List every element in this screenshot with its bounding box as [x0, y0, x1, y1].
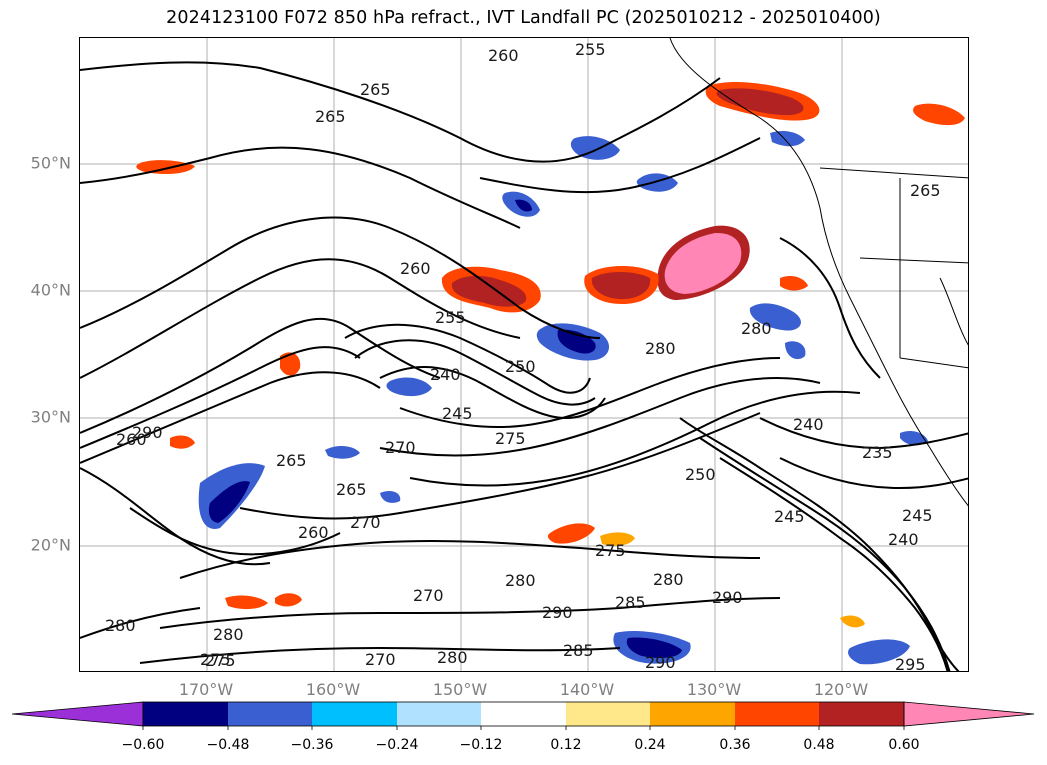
contour-label: 250	[505, 357, 536, 376]
contour-label: 280	[213, 625, 244, 644]
colorbar-tick-label: 0.48	[803, 737, 835, 753]
colorbar-segment	[650, 702, 735, 726]
contour-label: 265	[360, 80, 391, 99]
colorbar-tick-label: 0.12	[550, 737, 582, 753]
contour-label: 265	[910, 181, 941, 200]
colorbar-tick-label: −0.60	[121, 737, 165, 753]
contour-lines	[80, 61, 968, 671]
map-canvas: 260 255 265 265 260 255 240 250 245 270 …	[80, 38, 968, 672]
lon-label-160w: 160°W	[305, 680, 361, 699]
contour-label: 275	[200, 650, 231, 669]
contour-label: 290	[712, 588, 743, 607]
colorbar-segment	[735, 702, 819, 726]
contour-label: 280	[653, 570, 684, 589]
colorbar-segment	[228, 702, 312, 726]
contour-label: 275	[595, 541, 626, 560]
contour-label: 240	[888, 530, 919, 549]
contour-label: 255	[575, 40, 606, 59]
contour-label: 280	[437, 648, 468, 667]
contour-label: 260	[116, 430, 147, 449]
lon-label-170w: 170°W	[178, 680, 234, 699]
contour-label: 265	[276, 451, 307, 470]
colorbar-segment	[143, 702, 228, 726]
lat-label-50n: 50°N	[30, 153, 71, 173]
contour-label: 245	[774, 507, 805, 526]
contour-label: 275	[205, 651, 236, 670]
colorbar-segment-min	[11, 701, 144, 727]
shaded-anomalies	[136, 82, 965, 665]
contour-label: 265	[336, 480, 367, 499]
contour-label: 235	[862, 443, 893, 462]
map-panel: 260 255 265 265 260 255 240 250 245 270 …	[79, 37, 969, 672]
contour-label: 280	[741, 319, 772, 338]
contour-label: 270	[350, 513, 381, 532]
contour-label: 255	[435, 308, 466, 327]
contour-label: 270	[385, 438, 416, 457]
colorbar-segment	[819, 702, 904, 726]
lon-label-150w: 150°W	[432, 680, 488, 699]
contour-label: 285	[615, 593, 646, 612]
colorbar-segment	[566, 702, 650, 726]
contour-label: 260	[400, 259, 431, 278]
colorbar	[11, 701, 1035, 730]
contour-labels: 260 255 265 265 260 255 240 250 245 270 …	[105, 40, 941, 672]
contour-label: 245	[902, 506, 933, 525]
contour-label: 280	[105, 616, 136, 635]
colorbar-tick-label: −0.24	[375, 737, 419, 753]
contour-label: 285	[563, 641, 594, 660]
contour-label: 260	[488, 46, 519, 65]
contour-label: 240	[793, 415, 824, 434]
contour-label: 275	[495, 429, 526, 448]
colorbar-segment	[312, 702, 397, 726]
contour-label: 295	[895, 655, 926, 672]
contour-label: 290	[542, 603, 573, 622]
contour-label: 250	[685, 465, 716, 484]
lon-label-120w: 120°W	[813, 680, 869, 699]
contour-label: 270	[365, 650, 396, 669]
contour-label: 290	[645, 653, 676, 672]
colorbar-tick-label: 0.36	[719, 737, 751, 753]
lon-label-140w: 140°W	[559, 680, 615, 699]
graticule	[80, 38, 968, 671]
colorbar-tick-label: 0.24	[634, 737, 666, 753]
colorbar-segment	[481, 702, 566, 726]
contour-label: 260	[298, 523, 329, 542]
lat-label-30n: 30°N	[30, 407, 71, 427]
colorbar-segment	[397, 702, 481, 726]
contour-label: 245	[442, 404, 473, 423]
contour-label: 290	[132, 423, 163, 442]
colorbar-tick-label: −0.48	[206, 737, 250, 753]
contour-label: 280	[645, 339, 676, 358]
colorbar-segment-max	[903, 701, 1035, 727]
colorbar-tick-label: 0.60	[888, 737, 920, 753]
map-title: 2024123100 F072 850 hPa refract., IVT La…	[166, 8, 881, 28]
contour-label: 265	[315, 107, 346, 126]
lon-label-130w: 130°W	[686, 680, 742, 699]
contour-label: 240	[430, 365, 461, 384]
contour-label: 270	[413, 586, 444, 605]
colorbar-tick-label: −0.36	[290, 737, 334, 753]
colorbar-tick-label: −0.12	[459, 737, 503, 753]
coastlines	[669, 38, 968, 507]
contour-label: 280	[505, 571, 536, 590]
lat-label-20n: 20°N	[30, 535, 71, 555]
lat-label-40n: 40°N	[30, 280, 71, 300]
